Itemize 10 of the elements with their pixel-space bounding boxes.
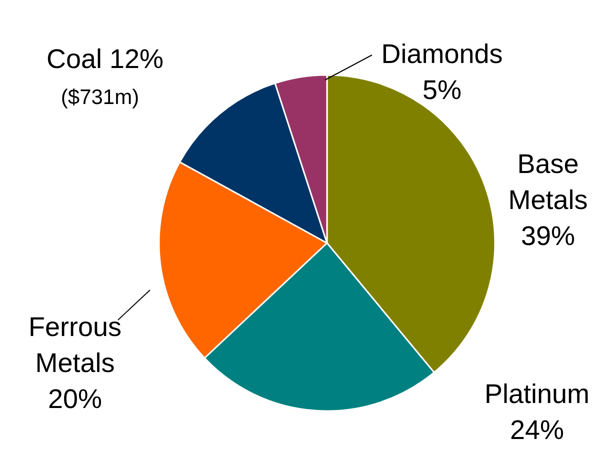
- text: ($731m): [60, 86, 140, 109]
- data-label: 20%: [48, 384, 102, 414]
- slice-label: Ferrous Metals: [28, 312, 122, 378]
- slice-label: Coal 12%: [46, 44, 164, 74]
- data-label: 39%: [520, 221, 576, 251]
- data-label: 24%: [510, 415, 564, 445]
- slice-label: Platinum: [484, 379, 590, 409]
- slice-label: Base Metals: [508, 149, 588, 215]
- data-label: 5%: [422, 75, 462, 105]
- slice-label: Diamonds: [381, 39, 503, 69]
